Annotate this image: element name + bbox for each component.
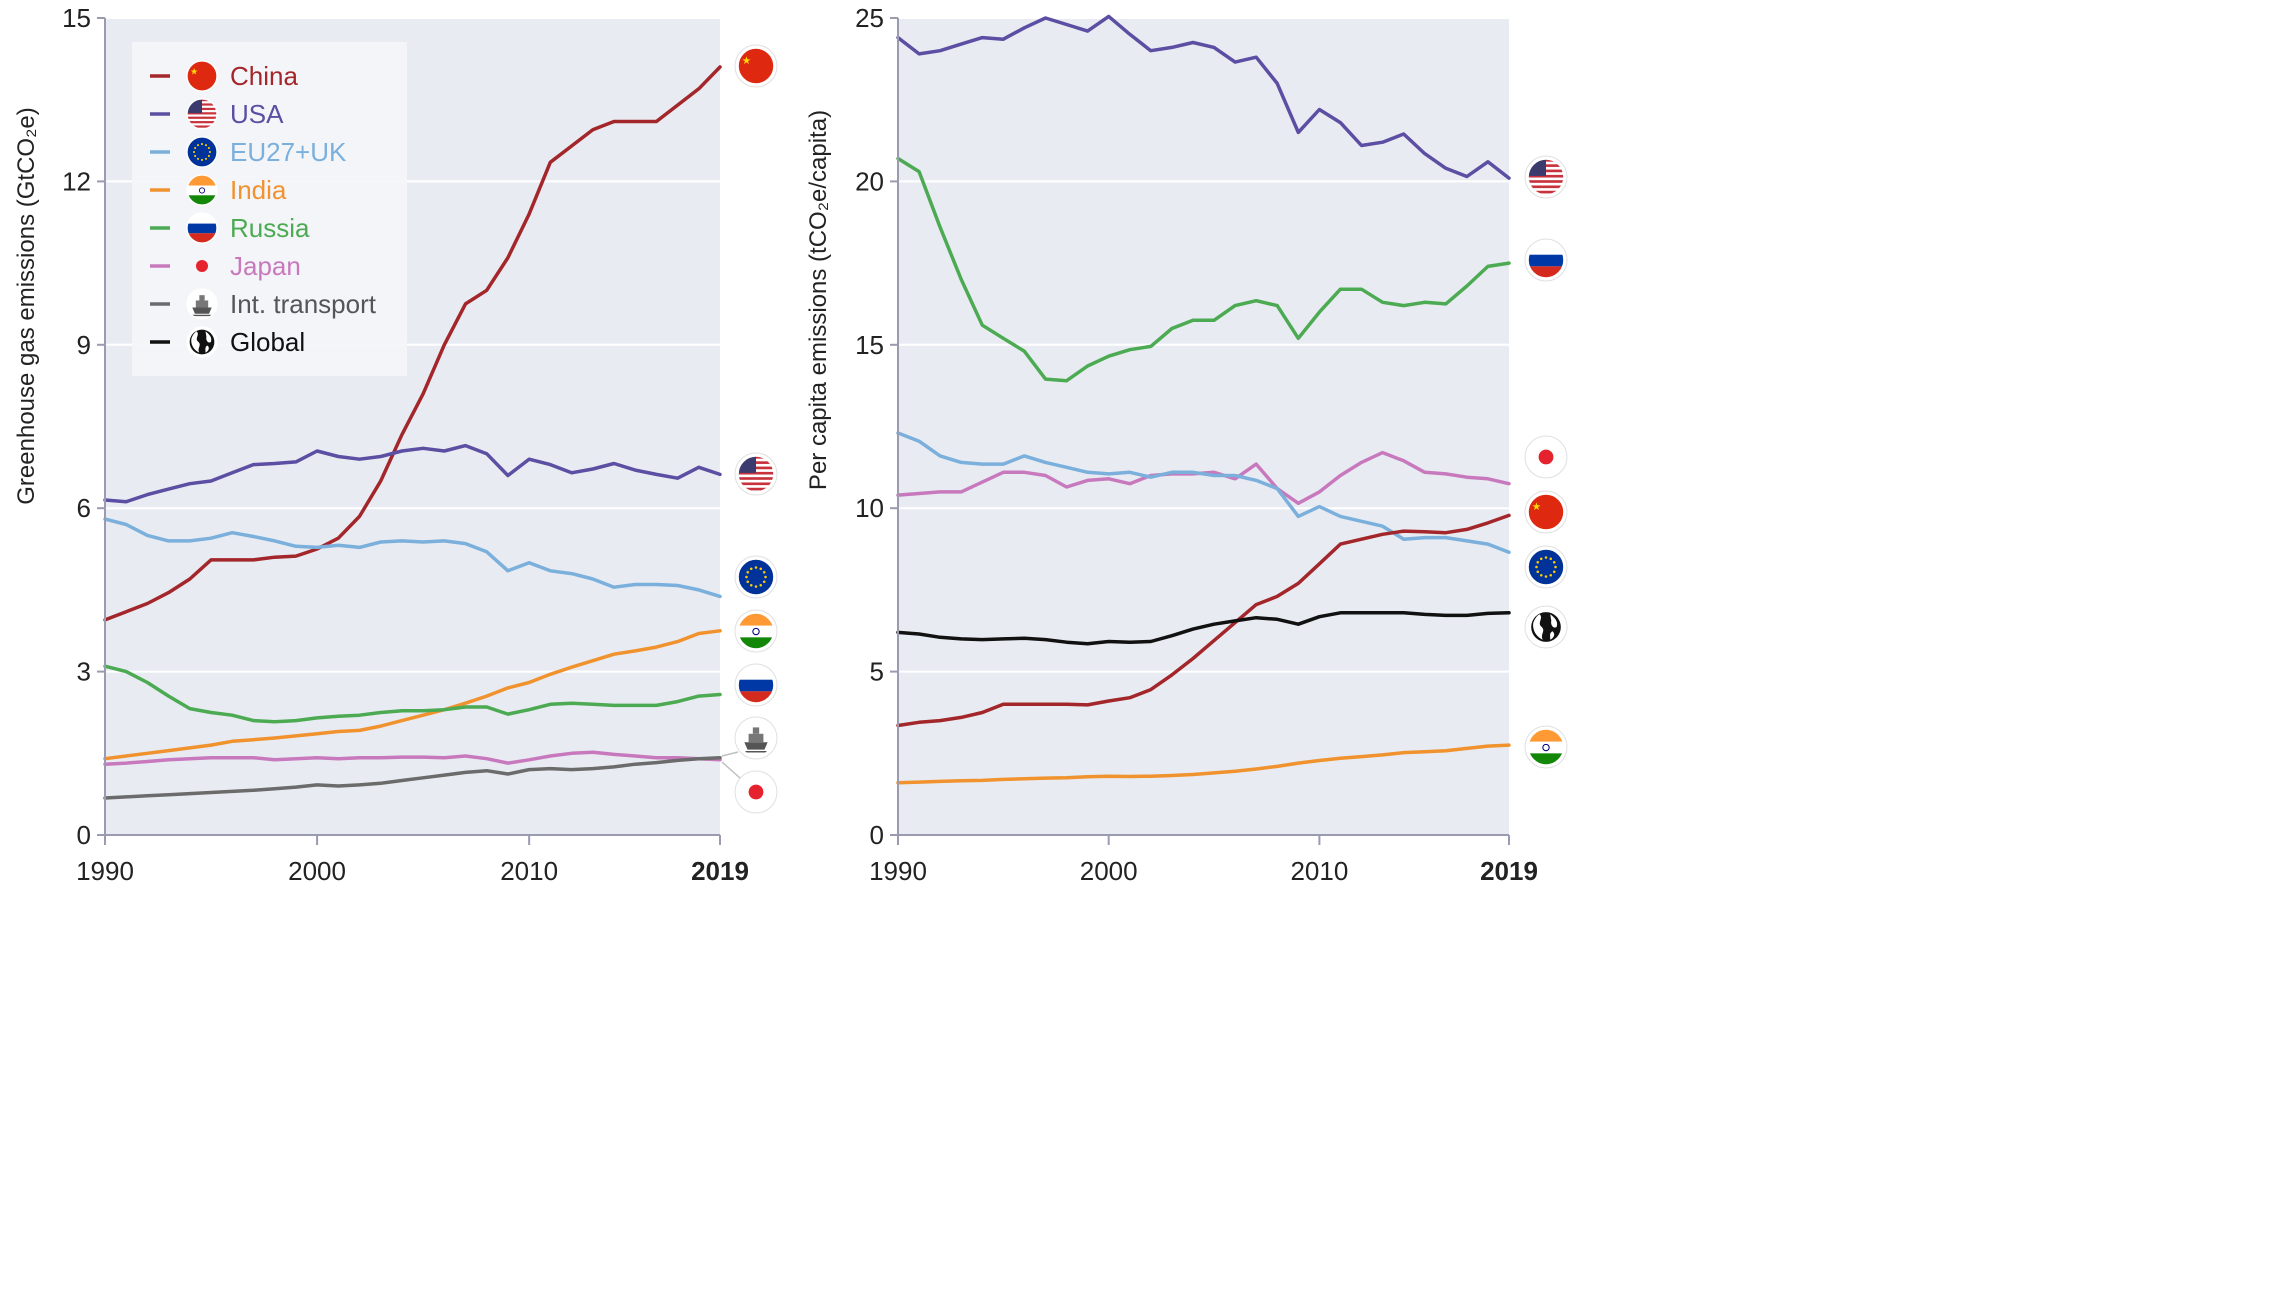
- x-tick-label: 2010: [1290, 856, 1348, 886]
- legend-item: Int. transport: [150, 288, 377, 320]
- y-tick-label: 3: [77, 657, 91, 687]
- legend-label: India: [230, 175, 287, 205]
- series-line-global: [896, 611, 1511, 646]
- left-series-lines: [103, 65, 722, 800]
- china-flag-icon: ★: [186, 60, 218, 92]
- legend-item: Russia: [150, 212, 310, 244]
- series-line-russia: [103, 664, 722, 724]
- series-line-japan: [103, 750, 722, 766]
- ship-icon: [737, 719, 775, 757]
- russia-flag-icon: [186, 212, 218, 244]
- india-flag-icon: [737, 612, 775, 650]
- globe-icon: [1527, 608, 1565, 646]
- right-gridlines: [898, 17, 1509, 673]
- series-line-india: [896, 743, 1511, 785]
- japan-flag-icon: [737, 773, 775, 811]
- legend-box: [132, 42, 407, 376]
- connector-line: [721, 751, 739, 757]
- legend-item: India: [150, 174, 287, 206]
- legend-label: China: [230, 61, 298, 91]
- y-tick-label: 12: [62, 166, 91, 196]
- eu-flag-icon: [1527, 548, 1565, 586]
- y-tick-label: 0: [77, 820, 91, 850]
- japan-flag-icon: [196, 260, 208, 272]
- y-tick-label: 0: [870, 820, 884, 850]
- usa-flag-icon: [1527, 158, 1565, 196]
- russia-flag-icon: [1527, 241, 1565, 279]
- legend-label: Russia: [230, 213, 310, 243]
- eu-flag-icon: [186, 136, 218, 168]
- right-chart-per-capita: 0 5 10 15 20 25 1990 2000 2010 2019 Per capita em…: [805, 3, 1568, 886]
- x-tick-label: 2019: [691, 856, 749, 886]
- y-tick-label: 15: [855, 330, 884, 360]
- x-tick-label: 2019: [1480, 856, 1538, 886]
- connector-line: [721, 761, 741, 779]
- x-tick-label: 1990: [869, 856, 927, 886]
- y-tick-label: 6: [77, 493, 91, 523]
- x-tick-label: 2000: [288, 856, 346, 886]
- legend-item: Japan: [150, 251, 301, 281]
- y-tick-label: 10: [855, 493, 884, 523]
- series-line-china: [896, 513, 1511, 728]
- eu-flag-icon: [737, 558, 775, 596]
- series-line-usa: [896, 14, 1511, 180]
- y-tick-label: 20: [855, 166, 884, 196]
- series-line-int-transport: [103, 755, 722, 800]
- legend-item: ★ China: [150, 60, 298, 92]
- series-line-usa: [103, 443, 722, 504]
- china-flag-icon: ★: [1527, 493, 1565, 531]
- right-plot-background: [898, 18, 1509, 835]
- right-end-flags: ★: [1524, 155, 1568, 769]
- x-tick-label: 2010: [500, 856, 558, 886]
- legend-label: Japan: [230, 251, 301, 281]
- china-flag-icon: ★: [737, 47, 775, 85]
- legend-item: USA: [150, 98, 284, 130]
- svg-text:★: ★: [190, 66, 198, 76]
- left-axis-ticks: 0 3 6 9 12 15 1990 2000 2010 2019: [62, 3, 749, 886]
- japan-flag-icon: [1527, 438, 1565, 476]
- legend: ★ China USA EU27+UK India Russia Japan Int. tra…: [150, 60, 377, 358]
- x-tick-label: 1990: [76, 856, 134, 886]
- right-series-lines: [896, 14, 1511, 785]
- left-chart-total-emissions: 0 3 6 9 12 15 1990 2000 2010 2019 Greenhouse gas …: [13, 3, 778, 886]
- series-line-india: [103, 629, 722, 761]
- india-flag-icon: [1527, 728, 1565, 766]
- y-tick-label: 9: [77, 330, 91, 360]
- india-flag-icon: [186, 174, 218, 206]
- series-line-eu27-uk: [896, 431, 1511, 555]
- y-tick-label: 25: [855, 3, 884, 33]
- legend-label: Global: [230, 327, 305, 357]
- usa-flag-icon: [737, 455, 775, 493]
- usa-flag-icon: [186, 98, 218, 130]
- legend-item: EU27+UK: [150, 136, 347, 168]
- legend-item: Global: [150, 326, 305, 358]
- series-line-russia: [896, 156, 1511, 383]
- legend-label: Int. transport: [230, 289, 377, 319]
- legend-label: USA: [230, 99, 284, 129]
- y-tick-label: 5: [870, 657, 884, 687]
- russia-flag-icon: [737, 666, 775, 704]
- right-axis-ticks: 0 5 10 15 20 25 1990 2000 2010 2019: [855, 3, 1538, 886]
- y-tick-label: 15: [62, 3, 91, 33]
- left-y-axis-label: Greenhouse gas emissions (GtCO₂e): [13, 107, 40, 504]
- globe-icon: [186, 326, 218, 358]
- svg-text:★: ★: [1532, 501, 1542, 513]
- svg-text:★: ★: [742, 55, 752, 67]
- left-end-flags: ★: [721, 44, 778, 814]
- right-y-axis-label: Per capita emissions (tCO₂e/capita): [805, 110, 832, 490]
- series-line-eu27-uk: [103, 517, 722, 599]
- series-line-china: [103, 65, 722, 622]
- x-tick-label: 2000: [1080, 856, 1138, 886]
- ship-icon: [186, 288, 218, 320]
- legend-label: EU27+UK: [230, 137, 347, 167]
